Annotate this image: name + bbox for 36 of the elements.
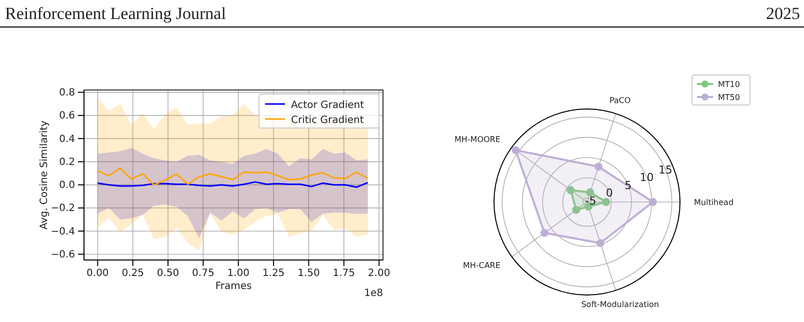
x-tick-label: 1.00 bbox=[227, 268, 250, 280]
spoke-label: PaCO bbox=[609, 96, 631, 106]
x-tick-label: 0.25 bbox=[122, 268, 144, 280]
x-tick-label: 1.25 bbox=[262, 268, 285, 280]
y-tick-label: −0.4 bbox=[50, 226, 75, 238]
text: Reinforcement Learning Journal bbox=[5, 4, 226, 23]
y-tick-label: 0.8 bbox=[59, 88, 75, 99]
y-tick-label: 15 bbox=[658, 164, 672, 177]
spoke-label: MH-CARE bbox=[462, 260, 500, 270]
x-tick-label: 2.00 bbox=[368, 268, 390, 280]
y-tick-label: 0 bbox=[606, 186, 613, 200]
legend-label: MT50 bbox=[718, 93, 740, 102]
spoke-label: MH-MOORE bbox=[454, 135, 500, 144]
y-tick-label: 0.2 bbox=[59, 156, 75, 168]
x-tick-label: 0.00 bbox=[86, 268, 109, 280]
x-tick-label: 1.50 bbox=[298, 268, 320, 280]
text: 2025 bbox=[766, 4, 800, 23]
x-tick-label: 0.50 bbox=[156, 268, 180, 280]
y-tick-label: −0.6 bbox=[50, 249, 75, 260]
y-axis-title: Avg. Cosine Similarity bbox=[39, 120, 50, 230]
y-tick-label: 0.4 bbox=[59, 134, 75, 145]
y-tick-label: 0.0 bbox=[59, 180, 75, 192]
text: 1e8 bbox=[364, 288, 383, 299]
y-tick-label: 5 bbox=[624, 178, 632, 192]
x-tick-label: 0.75 bbox=[192, 268, 214, 280]
y-tick-label: −0.2 bbox=[50, 203, 75, 214]
legend-label: MT10 bbox=[718, 80, 740, 89]
spoke-label: Soft-Modularization bbox=[581, 300, 659, 309]
y-tick-label: -5 bbox=[585, 194, 596, 208]
legend-label: Critic Gradient bbox=[291, 115, 364, 126]
x-tick-label: 1.75 bbox=[332, 268, 356, 280]
x-axis-title: Frames bbox=[215, 281, 252, 292]
spoke-label: Multihead bbox=[694, 198, 734, 207]
y-tick-label: 0.6 bbox=[59, 110, 75, 122]
legend-label: Actor Gradient bbox=[291, 100, 364, 111]
y-tick-label: 10 bbox=[640, 171, 654, 184]
